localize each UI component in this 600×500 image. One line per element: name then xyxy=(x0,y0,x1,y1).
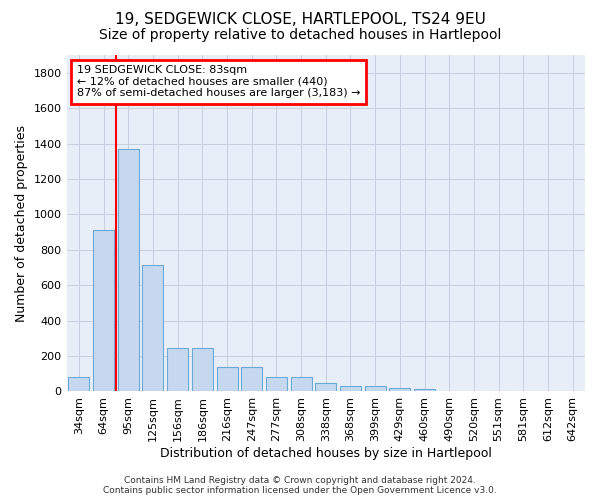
Text: 19 SEDGEWICK CLOSE: 83sqm
← 12% of detached houses are smaller (440)
87% of semi: 19 SEDGEWICK CLOSE: 83sqm ← 12% of detac… xyxy=(77,65,361,98)
Bar xyxy=(68,378,89,392)
Text: Contains HM Land Registry data © Crown copyright and database right 2024.
Contai: Contains HM Land Registry data © Crown c… xyxy=(103,476,497,495)
Text: 19, SEDGEWICK CLOSE, HARTLEPOOL, TS24 9EU: 19, SEDGEWICK CLOSE, HARTLEPOOL, TS24 9E… xyxy=(115,12,485,28)
Bar xyxy=(389,388,410,392)
Bar xyxy=(414,390,435,392)
Bar xyxy=(142,265,163,392)
Bar xyxy=(217,366,238,392)
Bar xyxy=(192,348,213,392)
Bar xyxy=(365,386,386,392)
Bar xyxy=(266,378,287,392)
Text: Size of property relative to detached houses in Hartlepool: Size of property relative to detached ho… xyxy=(99,28,501,42)
Bar xyxy=(290,378,311,392)
Bar xyxy=(241,366,262,392)
Y-axis label: Number of detached properties: Number of detached properties xyxy=(15,124,28,322)
Bar xyxy=(118,149,139,392)
Bar xyxy=(315,382,336,392)
Bar xyxy=(93,230,114,392)
Bar xyxy=(167,348,188,392)
X-axis label: Distribution of detached houses by size in Hartlepool: Distribution of detached houses by size … xyxy=(160,447,492,460)
Bar xyxy=(340,386,361,392)
